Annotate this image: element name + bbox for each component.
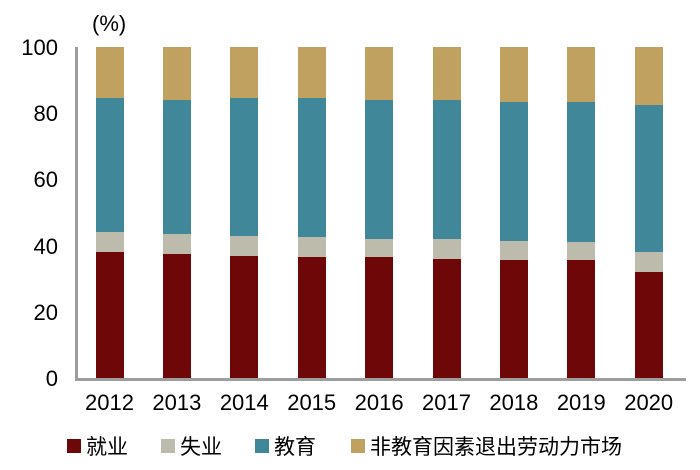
bar-2016-segment-non_education_exit (365, 47, 394, 100)
legend-label-education: 教育 (274, 436, 316, 459)
bar-2015-segment-unemployment (297, 237, 326, 258)
bar-2017-segment-education (432, 99, 461, 239)
legend-label-non_education_exit: 非教育因素退出劳动力市场 (370, 436, 622, 459)
bar-2018-segment-education (499, 101, 528, 241)
bar-2016-segment-education (365, 99, 394, 239)
bar-2014-segment-education (230, 98, 259, 236)
legend-item-education: 教育 (255, 433, 316, 459)
x-label-2012: 2012 (85, 390, 134, 415)
bar-2019-segment-non_education_exit (567, 47, 596, 102)
bar-2020-segment-education (634, 104, 663, 253)
bar-2018-segment-non_education_exit (499, 47, 528, 102)
bar-2017-segment-unemployment (432, 238, 461, 259)
legend-swatch-employment (67, 439, 81, 453)
bar-2015-segment-education (297, 98, 326, 238)
bar-2017-segment-non_education_exit (432, 47, 461, 100)
x-label-2014: 2014 (219, 390, 269, 415)
y-tick-80: 80 (33, 101, 58, 127)
bar-2014-segment-non_education_exit (230, 47, 259, 99)
bar-2013-segment-non_education_exit (162, 47, 191, 100)
x-label-2015: 2015 (287, 390, 337, 415)
bar-2020-segment-non_education_exit (634, 47, 663, 105)
x-label-2019: 2019 (556, 390, 606, 415)
y-tick-40: 40 (33, 233, 58, 259)
bar-2012-segment-non_education_exit (95, 47, 124, 99)
y-axis-line (75, 47, 78, 381)
bar-2015-segment-employment (297, 257, 326, 378)
legend-item-employment: 就业 (67, 433, 128, 459)
bar-2015-segment-non_education_exit (297, 47, 326, 99)
legend-item-unemployment: 失业 (161, 433, 222, 459)
bar-2013-segment-employment (162, 253, 191, 378)
bar-2020-segment-employment (634, 272, 663, 378)
bar-2014-segment-unemployment (230, 235, 259, 256)
bar-2012-segment-education (95, 98, 124, 233)
y-tick-20: 20 (33, 299, 58, 325)
bar-2014-segment-employment (230, 255, 259, 378)
bar-2017-segment-employment (432, 258, 461, 378)
x-label-2017: 2017 (422, 390, 471, 415)
x-label-2020: 2020 (624, 390, 674, 415)
x-label-2018: 2018 (489, 390, 539, 415)
legend-item-non_education_exit: 非教育因素退出劳动力市场 (351, 433, 622, 459)
y-tick-60: 60 (33, 167, 58, 193)
bar-2019-segment-employment (567, 260, 596, 378)
bar-2019-segment-education (567, 101, 596, 243)
bar-2018-segment-employment (499, 260, 528, 378)
bar-2016-segment-employment (365, 257, 394, 378)
y-axis-unit-label: (%) (92, 11, 127, 36)
y-tick-100: 100 (21, 35, 58, 60)
bar-2013-segment-unemployment (162, 234, 191, 254)
legend-swatch-unemployment (161, 439, 175, 453)
bar-2012-segment-employment (95, 252, 124, 378)
legend-label-unemployment: 失业 (180, 436, 222, 459)
bar-2019-segment-unemployment (567, 242, 596, 261)
x-axis-line (75, 378, 686, 381)
legend-swatch-non_education_exit (351, 439, 365, 453)
legend-swatch-education (255, 439, 269, 453)
bar-2020-segment-unemployment (634, 252, 663, 273)
y-tick-0: 0 (45, 366, 58, 391)
x-label-2016: 2016 (354, 390, 404, 415)
legend-label-employment: 就业 (86, 436, 128, 459)
bar-2012-segment-unemployment (95, 232, 124, 253)
x-label-2013: 2013 (152, 390, 202, 415)
bar-2018-segment-unemployment (499, 240, 528, 261)
bar-2013-segment-education (162, 99, 191, 234)
bar-2016-segment-unemployment (365, 238, 394, 258)
